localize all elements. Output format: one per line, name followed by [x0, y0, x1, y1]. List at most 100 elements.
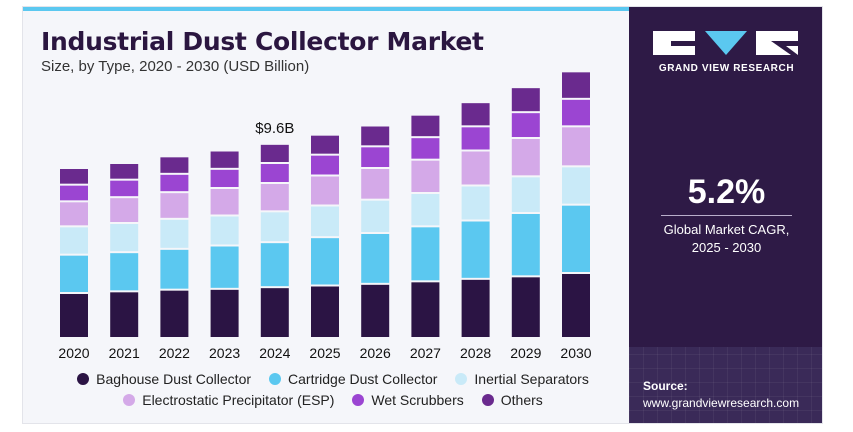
chart-subtitle: Size, by Type, 2020 - 2030 (USD Billion) [41, 58, 310, 75]
bar-segment [60, 255, 88, 292]
x-tick-label: 2025 [309, 345, 340, 361]
source-url[interactable]: www.grandviewresearch.com [643, 396, 800, 410]
bar-segment [311, 238, 339, 285]
bar-segment [60, 202, 88, 226]
report-card: Industrial Dust Collector Market Size, b… [22, 6, 823, 424]
cagr-label-line2: 2025 - 2030 [691, 240, 762, 255]
legend-label: Baghouse Dust Collector [96, 371, 252, 387]
legend-item: Electrostatic Precipitator (ESP) [123, 392, 334, 408]
brand-name: GRAND VIEW RESEARCH [658, 63, 795, 74]
bar-segment [210, 216, 239, 245]
bar-segment [311, 155, 339, 175]
bar-segment [562, 127, 590, 166]
legend-row: Electrostatic Precipitator (ESP) Wet Scru… [53, 392, 613, 408]
legend-label: Wet Scrubbers [371, 392, 464, 408]
bar-segment [461, 221, 490, 278]
legend-swatch [455, 373, 468, 385]
bar-segment [260, 164, 289, 182]
legend-swatch [123, 394, 136, 406]
bar-segment [361, 284, 390, 337]
value-annotation: $9.6B [255, 120, 294, 137]
accent-bar [23, 7, 629, 11]
legend-label: Inertial Separators [474, 371, 589, 387]
bar-segment [361, 126, 390, 146]
bar-segment [511, 277, 540, 337]
bar-segment [110, 198, 139, 222]
bar-segment [311, 286, 339, 337]
bar-segment [361, 234, 390, 283]
bar-segment [361, 169, 390, 199]
x-tick-label: 2022 [159, 345, 190, 361]
bar-segment [60, 294, 88, 337]
x-tick-label: 2024 [259, 345, 290, 361]
bar-segment [210, 189, 239, 215]
bar-segment [60, 227, 88, 254]
bar-segment [160, 290, 189, 337]
bar-segment [110, 292, 139, 337]
legend-item: Inertial Separators [455, 371, 589, 387]
cagr-divider [661, 215, 792, 216]
bar-segment [210, 246, 239, 288]
bar-segment [311, 206, 339, 237]
legend-label: Others [500, 392, 543, 408]
grand-view-research-logo [653, 31, 798, 55]
bar-segment [260, 288, 289, 337]
bar-segment [562, 167, 590, 204]
bar-segment [160, 249, 189, 289]
bar-segment [511, 113, 540, 137]
bar-segment [110, 164, 139, 179]
legend: Baghouse Dust Collector Cartridge Dust Co… [53, 371, 613, 413]
legend-item: Baghouse Dust Collector [77, 371, 251, 387]
bar-segment [160, 157, 189, 173]
bar-segment [110, 253, 139, 291]
bar-segment [411, 227, 440, 281]
bar-segment [562, 205, 590, 272]
x-tick-label: 2023 [209, 345, 240, 361]
legend-swatch [352, 394, 365, 406]
bar-segment [60, 169, 88, 184]
bar-segment [461, 186, 490, 220]
bar-segment [160, 193, 189, 218]
legend-label: Cartridge Dust Collector [288, 371, 438, 387]
x-tick-label: 2028 [460, 345, 491, 361]
bar-segment [411, 115, 440, 137]
bar-segment [461, 127, 490, 150]
bar-segment [260, 243, 289, 287]
bar-segment [160, 174, 189, 192]
x-tick-label: 2021 [109, 345, 140, 361]
bar-segment [260, 184, 289, 211]
bar-segment [210, 289, 239, 337]
bar-segment [511, 177, 540, 212]
chart-title: Industrial Dust Collector Market [41, 27, 484, 56]
source-title: Source: [643, 379, 688, 393]
bar-segment [361, 147, 390, 167]
bar-segment [511, 88, 540, 112]
bar-segment [210, 169, 239, 187]
legend-row: Baghouse Dust Collector Cartridge Dust Co… [53, 371, 613, 387]
legend-swatch [481, 394, 494, 406]
legend-item: Cartridge Dust Collector [269, 371, 437, 387]
bar-segment [461, 279, 490, 337]
bar-segment [411, 194, 440, 226]
bar-segment [461, 103, 490, 126]
x-tick-labels: 2020 2021 2022 2023 2024 2025 2026 2027 2028 2029… [58, 345, 591, 361]
bar-segment [562, 72, 590, 98]
bar-segment [411, 160, 440, 192]
bar-segment [110, 224, 139, 252]
bar-segment [110, 180, 139, 197]
bar-segment [511, 214, 540, 276]
cagr-label-line1: Global Market CAGR, [663, 222, 790, 237]
side-panel: GRAND VIEW RESEARCH 5.2% Global Market C… [629, 7, 822, 423]
bar-segment [60, 185, 88, 201]
x-tick-label: 2027 [410, 345, 441, 361]
bar-segment [461, 151, 490, 185]
x-tick-label: 2029 [510, 345, 541, 361]
cagr-value: 5.2% [687, 173, 766, 211]
legend-swatch [269, 373, 282, 385]
bar-segment [210, 151, 239, 168]
cagr-label: Global Market CAGR, 2025 - 2030 [629, 221, 822, 257]
bar-segment [562, 274, 590, 337]
bar-segment [511, 139, 540, 176]
bar-segment [311, 176, 339, 205]
x-tick-label: 2020 [58, 345, 89, 361]
